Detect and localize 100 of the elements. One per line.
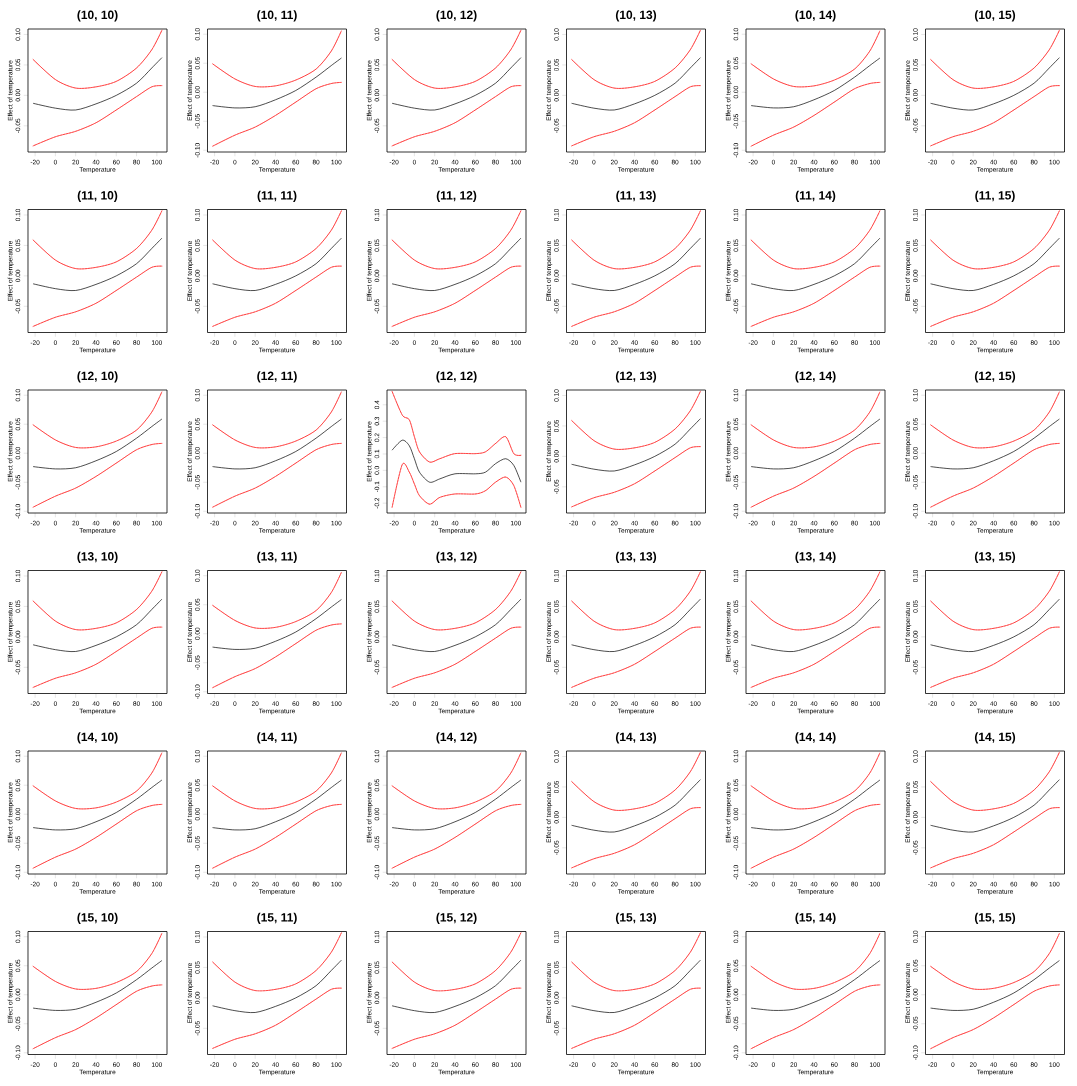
line-series [212,599,342,650]
line-series [212,418,342,470]
chart-title: (15, 15) [974,912,1016,924]
chart-title: (13, 14) [795,551,836,563]
line-series [750,82,881,147]
chart-title: (14, 13) [615,732,657,744]
line-series [750,804,881,869]
line-series [212,237,342,291]
line-series [750,210,881,270]
line-series [391,804,522,869]
line-series [930,598,1060,652]
line-series [750,57,881,109]
line-series [212,959,342,1013]
line-series [391,57,522,111]
chart-title: (14, 10) [77,732,118,744]
line-series [32,418,163,470]
line-series [750,984,881,1050]
line-series [32,443,163,508]
line-series [32,237,163,291]
line-series [391,987,522,1049]
line-series [391,237,522,291]
line-series [391,439,522,483]
line-series [930,779,1060,833]
chart-title: (11, 13) [616,190,656,202]
line-series [750,960,881,1011]
line-series [750,571,881,631]
line-series [391,265,522,327]
chart-title: (14, 12) [436,732,477,744]
line-series [212,932,342,992]
line-series [930,210,1060,270]
line-series [571,987,701,1049]
chart-title: (15, 11) [257,912,297,924]
line-series [32,804,163,869]
chart-title: (13, 13) [615,551,657,563]
line-series [750,30,881,88]
chart-title: (15, 13) [615,912,657,924]
line-series [571,626,701,688]
line-series [32,57,163,111]
line-series [750,237,881,291]
line-series [930,237,1060,291]
line-series [750,932,881,990]
line-series [391,571,522,631]
line-series [212,82,342,147]
chart-title: (10, 12) [436,10,477,22]
chart-title: (13, 15) [974,551,1016,563]
chart-title: (12, 10) [77,371,118,383]
line-series [571,237,701,291]
line-series [391,959,522,1013]
chart-title: (12, 11) [257,371,297,383]
line-series [391,626,522,688]
chart-title: (14, 14) [795,732,836,744]
line-series [32,752,163,810]
line-series [391,210,522,270]
line-series [750,598,881,652]
line-series [571,571,701,631]
chart-title: (15, 12) [436,912,477,924]
line-series [32,960,163,1011]
line-series [32,984,163,1050]
line-series [32,571,163,631]
line-series [930,807,1060,869]
line-series [571,446,701,508]
chart-title: (14, 11) [257,732,297,744]
line-series [391,779,522,831]
line-series [930,85,1060,147]
line-series [750,265,881,327]
line-series [930,57,1060,111]
line-series [750,779,881,831]
line-series [930,571,1060,631]
line-series [391,29,522,89]
line-series [571,751,701,811]
line-series [212,443,342,508]
chart-title: (10, 11) [257,10,297,22]
line-series [391,752,522,810]
chart-title: (13, 10) [77,551,118,563]
line-series [212,752,342,810]
chart-title: (11, 11) [257,190,297,202]
chart-title: (15, 10) [77,912,118,924]
line-series [212,571,342,629]
line-series [571,959,701,1013]
line-series [930,626,1060,688]
line-series [571,779,701,833]
chart-title: (14, 15) [974,732,1016,744]
chart-title: (11, 10) [77,190,118,202]
line-series [391,463,522,508]
line-series [930,984,1060,1050]
chart-title: (10, 10) [77,10,118,22]
chart-title: (10, 15) [974,10,1016,22]
line-series [930,391,1060,449]
chart-title: (11, 14) [795,190,836,202]
chart-title: (13, 12) [436,551,477,563]
line-series [32,210,163,270]
line-series [32,779,163,831]
line-series [32,598,163,652]
line-series [571,210,701,270]
line-series [32,391,163,449]
line-series [571,598,701,652]
line-series [391,598,522,652]
line-series [212,210,342,270]
line-series [930,265,1060,327]
line-series [212,30,342,88]
